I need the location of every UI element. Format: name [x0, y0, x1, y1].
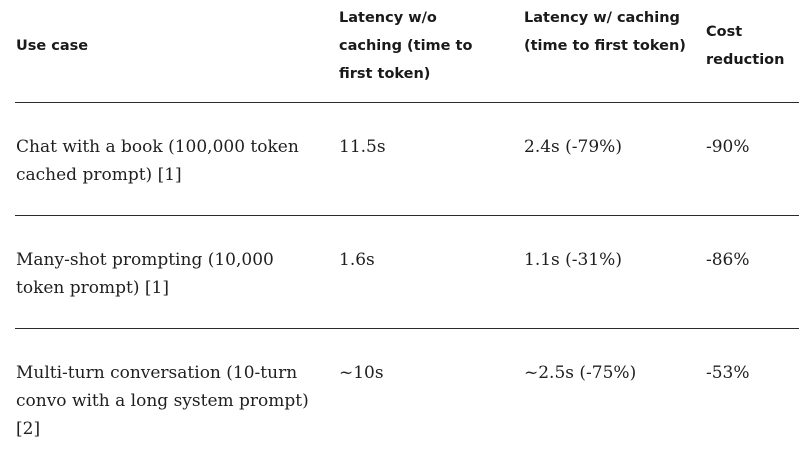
cell-cost-reduction: -90%: [706, 137, 750, 157]
cell-latency-with-caching: 2.4s (-79%): [524, 137, 622, 157]
cell-use-case: Chat with a book (100,000 token cached p…: [16, 137, 299, 185]
cell-latency-without-caching: ~10s: [339, 363, 384, 383]
table-row: Many-shot prompting (10,000 token prompt…: [15, 216, 799, 329]
cell-cost-reduction: -53%: [706, 363, 750, 383]
cell-latency-with-caching: 1.1s (-31%): [524, 250, 622, 270]
cell-latency-with-caching: ~2.5s (-75%): [524, 363, 637, 383]
header-use-case: Use case: [16, 38, 89, 54]
cell-latency-without-caching: 11.5s: [339, 137, 386, 157]
header-latency-with-caching: Latency w/ caching (time to first token): [524, 10, 686, 54]
cell-cost-reduction: -86%: [706, 250, 750, 270]
table-row: Chat with a book (100,000 token cached p…: [15, 103, 799, 216]
cell-use-case: Many-shot prompting (10,000 token prompt…: [16, 250, 274, 298]
table-header-row: Use case Latency w/o caching (time to fi…: [15, 0, 799, 103]
cell-use-case: Multi-turn conversation (10-turn convo w…: [16, 363, 309, 439]
table-row: Multi-turn conversation (10-turn convo w…: [15, 329, 799, 457]
header-latency-without-caching: Latency w/o caching (time to first token…: [339, 10, 473, 82]
prompt-caching-table: Use case Latency w/o caching (time to fi…: [15, 0, 799, 457]
header-cost-reduction: Cost reduction: [706, 24, 785, 68]
cell-latency-without-caching: 1.6s: [339, 250, 375, 270]
